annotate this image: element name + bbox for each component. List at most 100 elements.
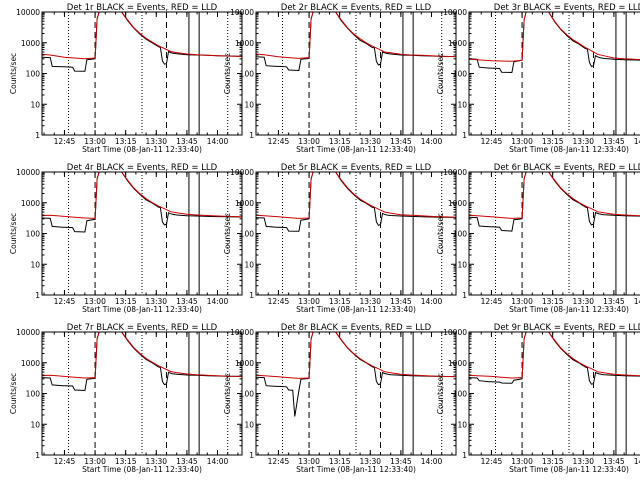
y-tick-label: 1	[462, 131, 467, 140]
x-tick-label: 14:00	[634, 137, 640, 146]
y-axis-label: Counts/sec	[223, 373, 232, 414]
y-tick-label: 10000	[16, 168, 40, 177]
events-series-line	[42, 12, 242, 71]
y-tick-label: 10000	[443, 168, 467, 177]
series-group	[256, 172, 456, 231]
y-axis-label: Counts/sec	[9, 373, 18, 414]
x-tick-label: 14:00	[634, 297, 640, 306]
x-axis-label: Start Time (08-Jan-11 12:33:40)	[82, 305, 202, 314]
y-tick-label: 10	[244, 260, 254, 269]
x-axis-label: Start Time (08-Jan-11 12:33:40)	[82, 145, 202, 154]
y-tick-label: 100	[240, 230, 255, 239]
y-tick-label: 10000	[443, 8, 467, 17]
events-series-line	[256, 172, 456, 231]
y-tick-label: 100	[26, 230, 41, 239]
y-tick-label: 10000	[230, 328, 254, 337]
y-tick-label: 100	[453, 230, 468, 239]
lld-series-line	[469, 12, 640, 61]
plot-frame	[469, 172, 640, 295]
x-tick-label: 12:45	[481, 137, 503, 146]
x-axis-label: Start Time (08-Jan-11 12:33:40)	[296, 305, 416, 314]
chart-panel: Det 4r BLACK = Events, RED = LLD11010010…	[9, 163, 242, 314]
y-tick-label: 1	[249, 451, 254, 460]
y-tick-label: 100	[26, 70, 41, 79]
y-tick-label: 10000	[16, 8, 40, 17]
marker-lines	[69, 332, 228, 455]
x-tick-label: 14:00	[207, 137, 229, 146]
x-tick-label: 14:00	[421, 137, 443, 146]
y-tick-label: 1	[249, 131, 254, 140]
y-tick-label: 1	[35, 451, 40, 460]
y-tick-label: 10000	[230, 168, 254, 177]
y-tick-label: 10	[244, 100, 254, 109]
x-tick-label: 14:00	[421, 297, 443, 306]
chart-panel: Det 7r BLACK = Events, RED = LLD 1 10 100 10…	[9, 323, 242, 474]
y-tick-label: 1	[462, 291, 467, 300]
plot-frame	[469, 12, 640, 135]
chart-panel: Det 8r BLACK = Events, RED = LLD11010010…	[223, 323, 456, 474]
series-group	[42, 12, 242, 71]
chart-panel: Det 1r BLACK = Events, RED = LLD 1 10 100 10…	[9, 3, 242, 154]
marker-lines	[69, 172, 228, 295]
y-tick-label: 10	[457, 260, 467, 269]
chart-panel: Det 6r BLACK = Events, RED = LLD 1 10 100 10…	[436, 163, 640, 314]
x-axis-label: Start Time (08-Jan-11 12:33:40)	[509, 465, 629, 474]
y-tick-label: 100	[453, 70, 468, 79]
y-tick-label: 10	[30, 420, 40, 429]
x-axis-label: Start Time (08-Jan-11 12:33:40)	[296, 465, 416, 474]
marker-lines	[496, 172, 640, 295]
y-axis-label: Counts/sec	[436, 53, 445, 94]
y-tick-label: 1000	[21, 359, 40, 368]
y-tick-label: 1000	[448, 359, 467, 368]
marker-lines	[283, 12, 442, 135]
chart-panel: Det 9r BLACK = Events, RED = LLD11010010…	[436, 323, 640, 474]
lld-series-line	[469, 332, 640, 378]
series-group	[42, 332, 242, 391]
x-tick-label: 12:45	[268, 457, 290, 466]
x-tick-label: 12:45	[54, 297, 76, 306]
y-tick-label: 1	[35, 291, 40, 300]
x-tick-label: 14:00	[207, 297, 229, 306]
marker-lines	[283, 172, 442, 295]
y-tick-label: 10	[244, 420, 254, 429]
y-axis-label: Counts/sec	[223, 53, 232, 94]
y-axis-label: Counts/sec	[436, 373, 445, 414]
series-group	[469, 12, 640, 73]
y-tick-label: 100	[240, 70, 255, 79]
chart-panel: Det 5r BLACK = Events, RED = LLD11010010…	[223, 163, 456, 314]
x-tick-label: 14:00	[207, 457, 229, 466]
x-axis-label: Start Time (08-Jan-11 12:33:40)	[509, 305, 629, 314]
x-tick-label: 12:45	[481, 297, 503, 306]
y-axis-label: Counts/sec	[436, 213, 445, 254]
y-tick-label: 1	[35, 131, 40, 140]
y-axis-label: Counts/sec	[9, 53, 18, 94]
y-tick-label: 100	[240, 390, 255, 399]
events-series-line	[42, 332, 242, 391]
y-tick-label: 1	[462, 451, 467, 460]
x-tick-label: 14:00	[421, 457, 443, 466]
y-tick-label: 1000	[21, 199, 40, 208]
y-tick-label: 1000	[448, 199, 467, 208]
x-tick-label: 14:00	[634, 457, 640, 466]
marker-lines	[283, 332, 442, 455]
marker-lines	[69, 12, 228, 135]
y-tick-label: 1000	[235, 359, 254, 368]
y-axis-label: Counts/sec	[223, 213, 232, 254]
plot-frame	[469, 332, 640, 455]
y-tick-label: 1000	[448, 39, 467, 48]
x-axis-label: Start Time (08-Jan-11 12:33:40)	[82, 465, 202, 474]
x-axis-label: Start Time (08-Jan-11 12:33:40)	[509, 145, 629, 154]
x-tick-label: 12:45	[481, 457, 503, 466]
y-tick-label: 100	[26, 390, 41, 399]
x-tick-label: 12:45	[54, 457, 76, 466]
y-tick-label: 10000	[230, 8, 254, 17]
x-tick-label: 12:45	[54, 137, 76, 146]
lld-series-line	[469, 172, 640, 218]
chart-panel: Det 3r BLACK = Events, RED = LLD11010010…	[436, 3, 640, 154]
y-tick-label: 10	[30, 100, 40, 109]
y-tick-label: 10000	[16, 328, 40, 337]
y-tick-label: 100	[453, 390, 468, 399]
events-series-line	[256, 12, 456, 71]
y-tick-label: 10	[457, 100, 467, 109]
y-axis-label: Counts/sec	[9, 213, 18, 254]
